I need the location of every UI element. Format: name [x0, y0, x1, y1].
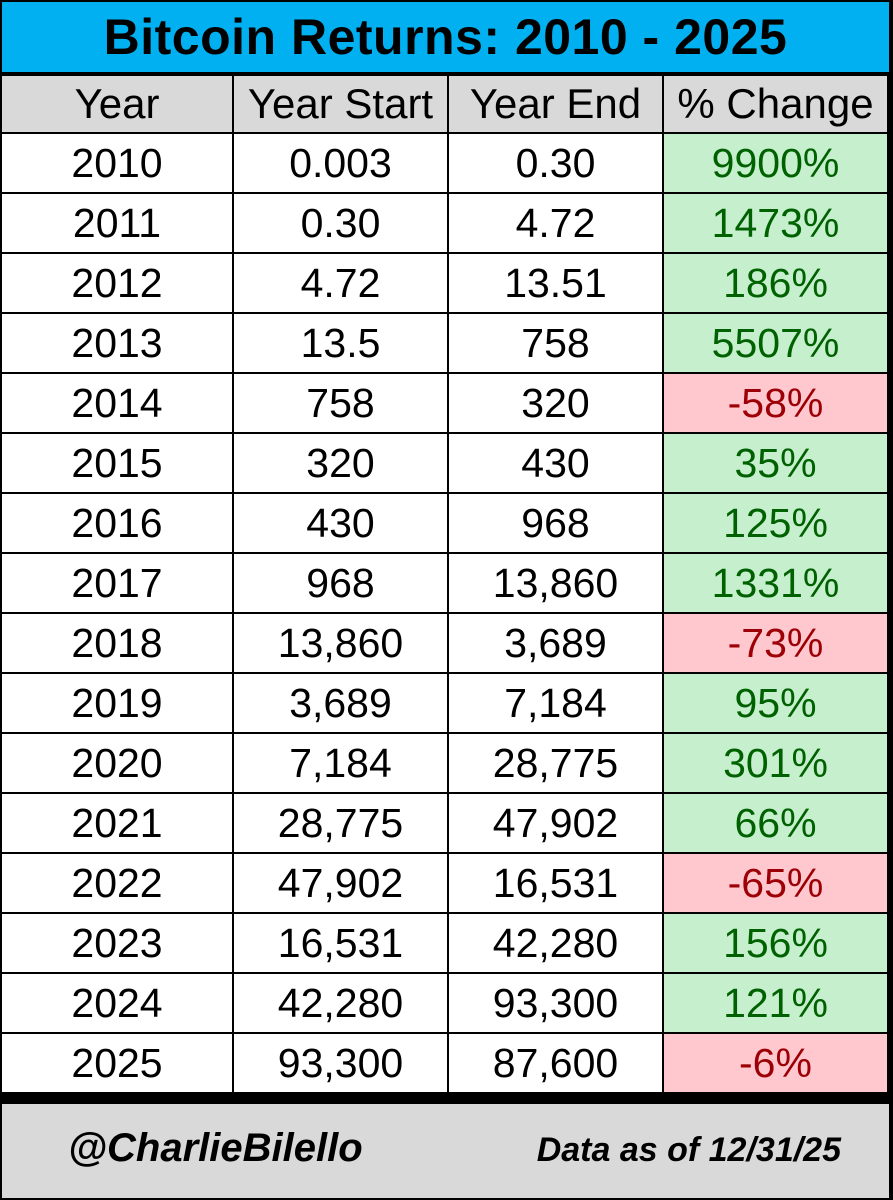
year-cell: 2013	[2, 314, 232, 372]
table-row: 2015 320 430 35%	[2, 434, 887, 492]
year-start-cell: 968	[234, 554, 447, 612]
percent-change-cell: 66%	[664, 794, 887, 852]
table-row: 2019 3,689 7,184 95%	[2, 674, 887, 732]
year-start-cell: 4.72	[234, 254, 447, 312]
year-cell: 2010	[2, 134, 232, 192]
year-cell: 2018	[2, 614, 232, 672]
year-end-cell: 13.51	[449, 254, 662, 312]
year-end-cell: 758	[449, 314, 662, 372]
percent-change-cell: 5507%	[664, 314, 887, 372]
year-cell: 2016	[2, 494, 232, 552]
year-start-cell: 0.003	[234, 134, 447, 192]
year-end-cell: 93,300	[449, 974, 662, 1032]
year-start-cell: 758	[234, 374, 447, 432]
year-cell: 2020	[2, 734, 232, 792]
percent-change-cell: 156%	[664, 914, 887, 972]
year-cell: 2022	[2, 854, 232, 912]
year-end-cell: 3,689	[449, 614, 662, 672]
table-title: Bitcoin Returns: 2010 - 2025	[2, 2, 889, 72]
year-cell: 2021	[2, 794, 232, 852]
table-row: 2012 4.72 13.51 186%	[2, 254, 887, 312]
table-row: 2011 0.30 4.72 1473%	[2, 194, 887, 252]
column-header-percent-change: % Change	[664, 76, 887, 132]
percent-change-cell: 125%	[664, 494, 887, 552]
table-row: 2023 16,531 42,280 156%	[2, 914, 887, 972]
year-cell: 2024	[2, 974, 232, 1032]
table-row: 2022 47,902 16,531 -65%	[2, 854, 887, 912]
table-row: 2013 13.5 758 5507%	[2, 314, 887, 372]
year-end-cell: 47,902	[449, 794, 662, 852]
percent-change-cell: -6%	[664, 1034, 887, 1092]
percent-change-cell: -65%	[664, 854, 887, 912]
year-start-cell: 42,280	[234, 974, 447, 1032]
year-start-cell: 430	[234, 494, 447, 552]
year-cell: 2019	[2, 674, 232, 732]
footer: @CharlieBilello Data as of 12/31/25	[2, 1104, 889, 1198]
year-cell: 2025	[2, 1034, 232, 1092]
percent-change-cell: 9900%	[664, 134, 887, 192]
year-start-cell: 13.5	[234, 314, 447, 372]
year-start-cell: 3,689	[234, 674, 447, 732]
returns-table: Year Year Start Year End % Change 2010 0.…	[0, 74, 889, 1094]
year-cell: 2015	[2, 434, 232, 492]
year-cell: 2012	[2, 254, 232, 312]
year-end-cell: 0.30	[449, 134, 662, 192]
table-row: 2018 13,860 3,689 -73%	[2, 614, 887, 672]
year-start-cell: 47,902	[234, 854, 447, 912]
column-header-year: Year	[2, 76, 232, 132]
table-row: 2010 0.003 0.30 9900%	[2, 134, 887, 192]
table-row: 2021 28,775 47,902 66%	[2, 794, 887, 852]
table-row: 2020 7,184 28,775 301%	[2, 734, 887, 792]
percent-change-cell: 121%	[664, 974, 887, 1032]
year-end-cell: 87,600	[449, 1034, 662, 1092]
percent-change-cell: 1331%	[664, 554, 887, 612]
year-start-cell: 16,531	[234, 914, 447, 972]
year-start-cell: 320	[234, 434, 447, 492]
year-cell: 2023	[2, 914, 232, 972]
year-end-cell: 320	[449, 374, 662, 432]
year-cell: 2011	[2, 194, 232, 252]
percent-change-cell: -73%	[664, 614, 887, 672]
year-start-cell: 13,860	[234, 614, 447, 672]
column-header-year-start: Year Start	[234, 76, 447, 132]
percent-change-cell: 1473%	[664, 194, 887, 252]
year-end-cell: 16,531	[449, 854, 662, 912]
year-cell: 2017	[2, 554, 232, 612]
percent-change-cell: 301%	[664, 734, 887, 792]
year-start-cell: 0.30	[234, 194, 447, 252]
data-as-of-note: Data as of 12/31/25	[536, 1131, 841, 1169]
table-row: 2025 93,300 87,600 -6%	[2, 1034, 887, 1092]
percent-change-cell: -58%	[664, 374, 887, 432]
year-end-cell: 968	[449, 494, 662, 552]
year-end-cell: 430	[449, 434, 662, 492]
percent-change-cell: 186%	[664, 254, 887, 312]
table-body: 2010 0.003 0.30 9900% 2011 0.30 4.72 1473% 2012 4…	[2, 134, 887, 1092]
table-row: 2024 42,280 93,300 121%	[2, 974, 887, 1032]
year-end-cell: 13,860	[449, 554, 662, 612]
author-handle: @CharlieBilello	[68, 1126, 363, 1170]
year-cell: 2014	[2, 374, 232, 432]
year-end-cell: 42,280	[449, 914, 662, 972]
table-row: 2017 968 13,860 1331%	[2, 554, 887, 612]
column-header-year-end: Year End	[449, 76, 662, 132]
year-start-cell: 7,184	[234, 734, 447, 792]
percent-change-cell: 35%	[664, 434, 887, 492]
year-start-cell: 93,300	[234, 1034, 447, 1092]
year-end-cell: 28,775	[449, 734, 662, 792]
table-row: 2016 430 968 125%	[2, 494, 887, 552]
year-end-cell: 4.72	[449, 194, 662, 252]
percent-change-cell: 95%	[664, 674, 887, 732]
table-row: 2014 758 320 -58%	[2, 374, 887, 432]
year-end-cell: 7,184	[449, 674, 662, 732]
header-row: Year Year Start Year End % Change	[2, 76, 887, 132]
year-start-cell: 28,775	[234, 794, 447, 852]
